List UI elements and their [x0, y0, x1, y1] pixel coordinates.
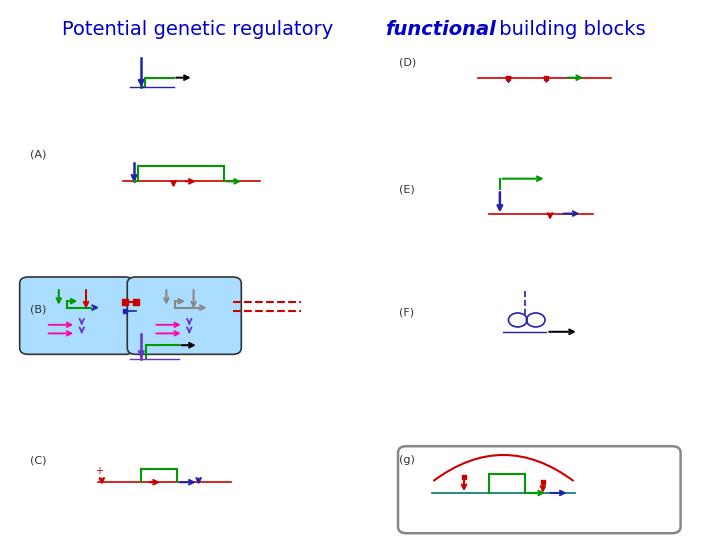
Text: (g): (g) [400, 455, 415, 465]
FancyArrowPatch shape [434, 455, 573, 481]
Text: building blocks: building blocks [492, 20, 645, 39]
Text: (E): (E) [400, 184, 415, 194]
Text: Potential genetic regulatory: Potential genetic regulatory [63, 20, 340, 39]
FancyBboxPatch shape [19, 277, 134, 354]
Text: (A): (A) [30, 149, 47, 159]
Text: (D): (D) [400, 58, 417, 68]
Text: (F): (F) [400, 308, 415, 318]
FancyBboxPatch shape [127, 277, 241, 354]
FancyBboxPatch shape [398, 446, 680, 533]
Text: (B): (B) [30, 305, 47, 315]
Text: (C): (C) [30, 455, 47, 465]
Text: +: + [94, 466, 103, 476]
Text: functional: functional [385, 20, 496, 39]
